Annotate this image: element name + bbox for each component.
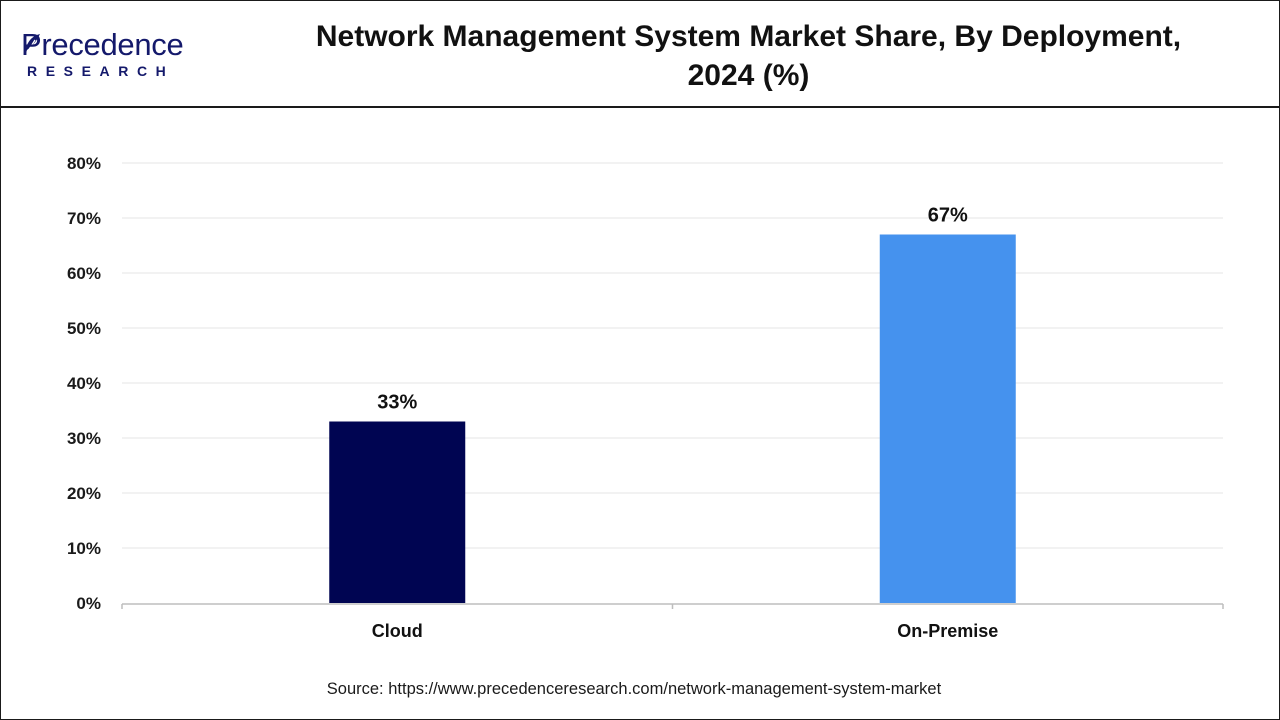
leaf-icon xyxy=(24,34,40,57)
header: Precedence RESEARCH Network Management S… xyxy=(1,1,1279,108)
data-label: 67% xyxy=(928,205,968,227)
y-tick-label: 40% xyxy=(67,374,101,393)
logo-wordmark: Precedence xyxy=(21,27,184,62)
y-tick-label: 30% xyxy=(67,429,101,448)
y-tick-label: 20% xyxy=(67,484,101,503)
x-category-label: Cloud xyxy=(372,621,423,641)
chart-title-line-1: Network Management System Market Share, … xyxy=(315,20,1182,53)
source-note: Source: https://www.precedenceresearch.c… xyxy=(326,680,942,698)
bar-chart: 0% 10% 20% 30% 40% 50% 60% 70% 80% 33% Cloud 67% On-… xyxy=(67,154,1224,641)
chart-title-line-2: 2024 (%) xyxy=(687,59,810,92)
logo-subtitle: RESEARCH xyxy=(27,63,175,79)
y-tick-label: 50% xyxy=(67,319,101,338)
y-tick-label: 70% xyxy=(67,209,101,228)
y-tick-label: 0% xyxy=(76,594,101,613)
bar-cloud xyxy=(329,421,466,603)
brand-logo: Precedence RESEARCH xyxy=(21,27,221,83)
x-category-label: On-Premise xyxy=(897,621,998,641)
chart-title: Network Management System Market Share, … xyxy=(251,17,1246,95)
data-label: 33% xyxy=(377,392,417,414)
y-tick-label: 60% xyxy=(67,264,101,283)
bar-on-premise xyxy=(879,234,1016,603)
y-tick-label: 80% xyxy=(67,154,101,173)
y-tick-label: 10% xyxy=(67,539,101,558)
